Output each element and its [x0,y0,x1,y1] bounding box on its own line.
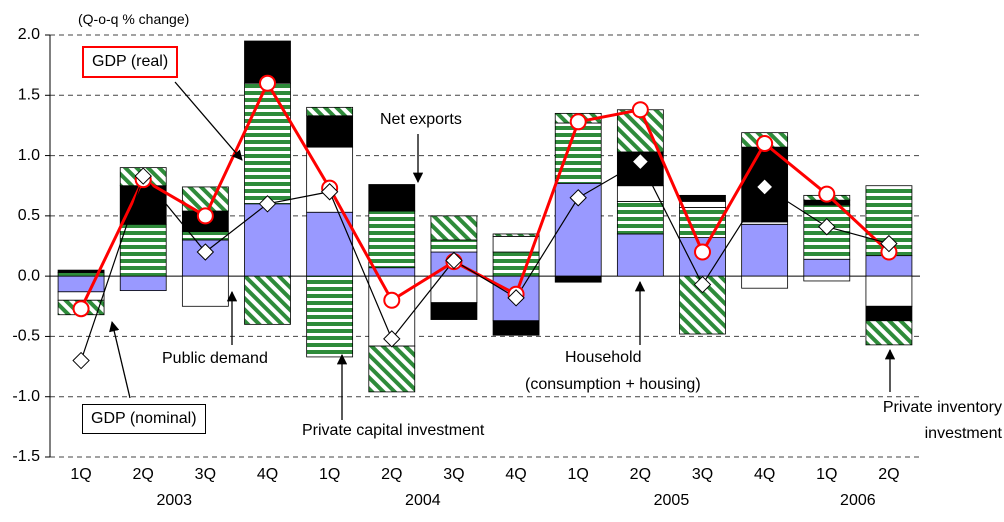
axis-note: (Q-o-q % change) [78,11,190,27]
bar-segment [492,233,540,237]
point [72,351,90,370]
point [818,218,836,236]
bar-segment [57,269,105,273]
label-household: Household [565,349,642,366]
bar-segment [616,200,664,235]
point [259,74,276,92]
point [756,135,774,153]
x-tick-label: 1Q [70,466,91,483]
y-tick-label: -1.0 [12,388,40,405]
point [693,275,712,294]
bar-segment [430,239,478,253]
y-tick-label: 2.0 [18,26,40,43]
year-label: 2005 [654,492,690,509]
bar-segment [741,223,789,277]
bar-segment [679,194,726,202]
y-tick-label: 0.5 [18,207,40,224]
point [134,167,152,185]
bar-segment [368,345,416,393]
bar-segment [306,275,354,358]
x-tick-label: 4Q [754,466,775,483]
line [79,80,890,310]
bar-segment [430,302,478,320]
x-tick-label: 3Q [692,466,713,483]
label-public: Public demand [162,350,268,367]
x-tick-label: 1Q [816,466,837,483]
point [694,243,711,261]
bar-segment [865,275,913,307]
bar-segment [368,210,416,269]
bar-segment [865,305,913,322]
y-tick-label: 1.0 [18,147,40,164]
point [569,113,587,131]
bar-segment [616,233,664,277]
bar-segment [803,258,851,277]
bar-segment [430,215,478,241]
bar-segment [554,275,602,283]
arrow [109,320,131,399]
x-tick-label: 1Q [319,466,340,483]
bar-segment [244,275,291,325]
y-tick-label: 1.5 [18,87,40,104]
x-tick-label: 4Q [257,466,278,483]
year-label: 2004 [405,492,441,509]
point [569,189,587,207]
bar-segment [119,223,167,277]
point [320,183,339,201]
bar-segment [119,185,167,225]
arrow [174,81,243,161]
label-capital: Private capital investment [302,422,485,439]
y-tick-label: -1.5 [12,448,40,465]
bar-segment [306,115,354,148]
point [258,195,277,213]
point [72,300,90,318]
label-net-exports: Net exports [380,111,462,128]
x-tick-label: 3Q [195,466,216,483]
point [196,207,214,225]
year-label: 2003 [156,492,192,509]
bar-segment [119,275,167,292]
x-tick-label: 2Q [133,466,154,483]
bar-segment [492,320,540,336]
bar-segment [57,291,105,301]
legend-nominal: GDP (nominal) [82,404,206,434]
bar-segment [554,122,602,184]
bar-segment [244,203,291,277]
y-tick-label: -0.5 [12,328,40,345]
bar-segment [306,211,354,277]
x-tick-label: 3Q [443,466,464,483]
bar-segment [865,320,913,346]
bar-segment [244,82,291,205]
x-tick-label: 2Q [878,466,899,483]
bar-segment [803,275,851,282]
point [507,289,525,307]
bar-segment [368,184,416,212]
line [80,160,890,361]
point [445,251,463,270]
bar-segment [181,275,229,307]
point [631,152,650,171]
label-household-note: (consumption + housing) [525,376,701,393]
x-tick-label: 4Q [505,466,526,483]
legend-real: GDP (real) [82,46,179,78]
x-tick-label: 2Q [381,466,402,483]
point [383,291,401,309]
x-tick-label: 1Q [568,466,589,483]
year-label: 2006 [840,492,876,509]
point [755,178,774,196]
label-inventory: Private inventory investment [882,399,1002,442]
bar-segment [306,106,354,117]
bar-segment [741,275,789,289]
x-tick-label: 2Q [630,466,651,483]
point [880,234,898,253]
bar-segment [679,200,726,208]
point [383,330,401,348]
point [631,101,649,119]
point [818,185,836,203]
y-tick-label: 0.0 [18,267,40,284]
point [196,243,215,261]
